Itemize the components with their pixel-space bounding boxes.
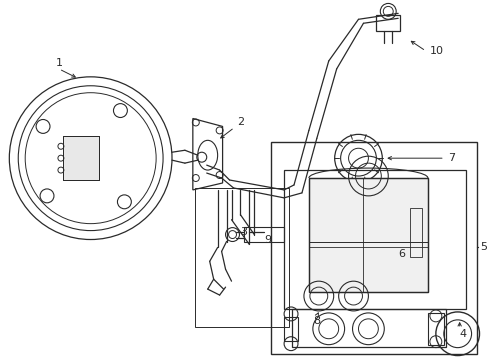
Bar (194, 188, 288, 327)
Text: 9: 9 (264, 234, 271, 244)
Bar (376, 15, 399, 31)
Bar (308, 178, 427, 292)
Text: 6: 6 (397, 249, 405, 260)
Text: 1: 1 (55, 58, 62, 68)
Bar (244, 227, 284, 243)
Bar (63, 136, 99, 180)
Bar (63, 136, 99, 180)
Text: 3: 3 (240, 226, 247, 237)
Bar (271, 142, 476, 354)
Bar (427, 313, 443, 345)
Text: 4: 4 (459, 329, 466, 339)
Text: 8: 8 (313, 316, 320, 326)
Bar (291, 309, 445, 347)
Text: 2: 2 (237, 117, 244, 127)
Text: 5: 5 (480, 242, 487, 252)
Text: 10: 10 (429, 46, 443, 56)
Bar (284, 170, 465, 309)
Bar (308, 178, 427, 292)
Bar (284, 317, 297, 341)
Text: 7: 7 (447, 153, 454, 163)
Bar (409, 208, 421, 257)
